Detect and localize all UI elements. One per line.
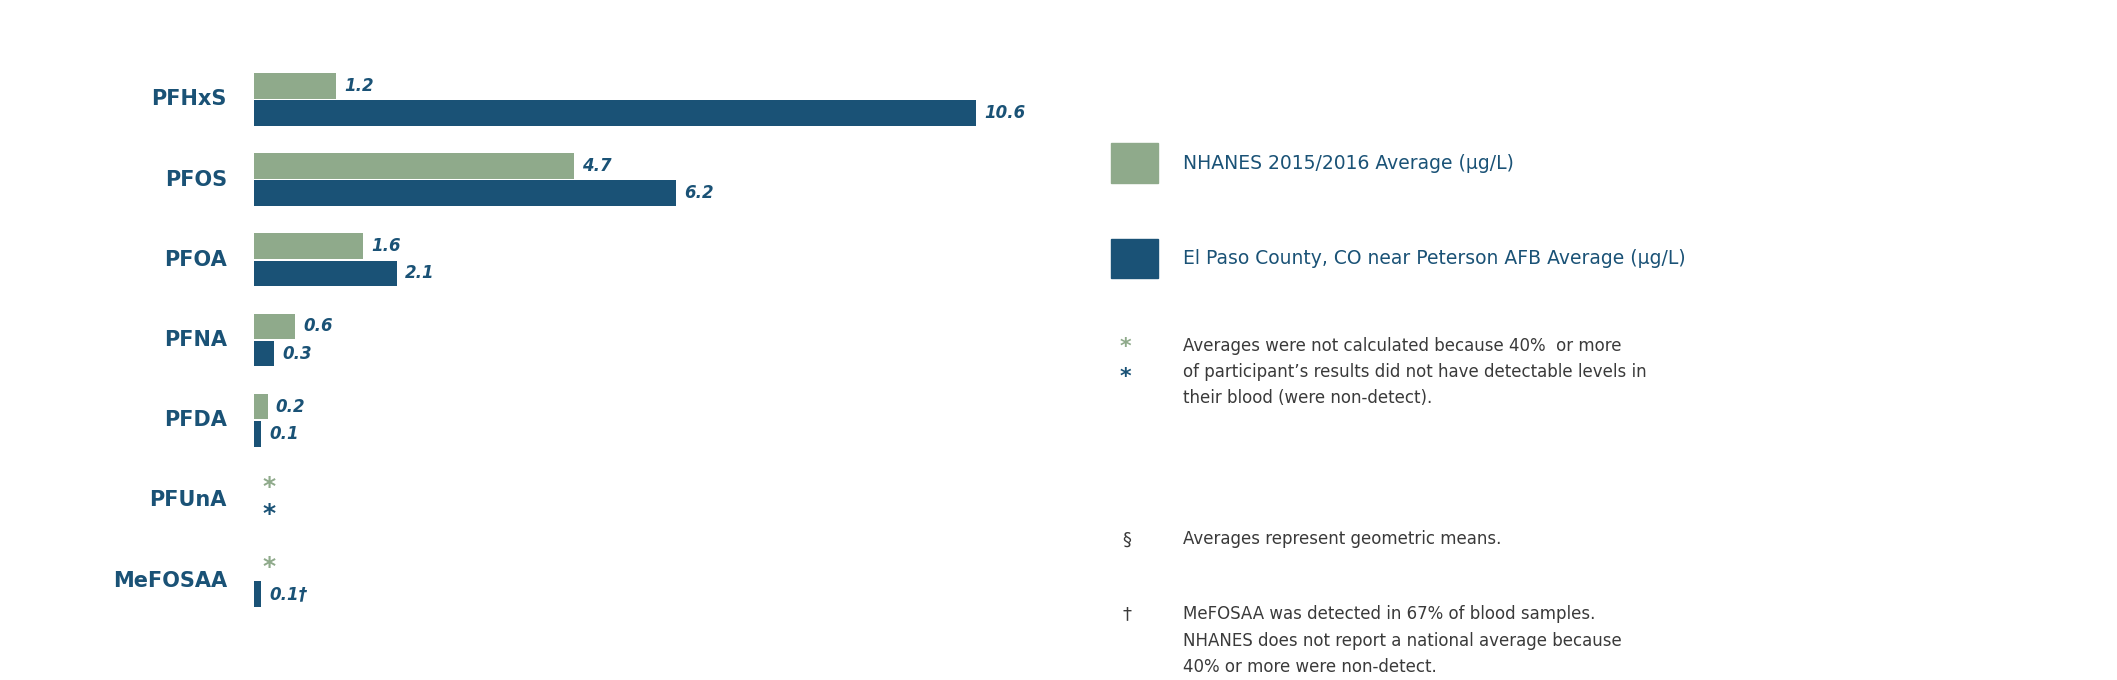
Text: 0.3: 0.3 <box>284 345 313 362</box>
Text: PFHxS: PFHxS <box>152 89 227 109</box>
Text: *: * <box>263 502 275 526</box>
Text: PFNA: PFNA <box>163 330 227 350</box>
Text: 10.6: 10.6 <box>984 104 1025 122</box>
Text: El Paso County, CO near Peterson AFB Average (μg/L): El Paso County, CO near Peterson AFB Ave… <box>1183 249 1685 268</box>
Bar <box>254 421 260 447</box>
Text: 2.1: 2.1 <box>404 265 434 282</box>
Text: †: † <box>1122 605 1130 623</box>
Text: 1.6: 1.6 <box>370 237 400 255</box>
Text: 0.2: 0.2 <box>275 398 305 415</box>
Text: 0.1†: 0.1† <box>269 585 307 603</box>
Text: 0.1: 0.1 <box>269 425 298 443</box>
Bar <box>254 313 294 339</box>
Text: §: § <box>1122 530 1130 548</box>
Text: PFUnA: PFUnA <box>150 490 227 511</box>
Text: MeFOSAA was detected in 67% of blood samples.
NHANES does not report a national : MeFOSAA was detected in 67% of blood sam… <box>1183 605 1622 676</box>
Text: 0.6: 0.6 <box>303 318 332 335</box>
Bar <box>254 260 398 286</box>
Text: PFOA: PFOA <box>163 250 227 270</box>
Text: PFOS: PFOS <box>165 169 227 190</box>
Text: 4.7: 4.7 <box>582 157 612 175</box>
Bar <box>254 153 574 179</box>
Text: Averages were not calculated because 40%  or more
of participant’s results did n: Averages were not calculated because 40%… <box>1183 337 1647 407</box>
Text: *: * <box>263 555 275 579</box>
Text: *: * <box>263 475 275 498</box>
Bar <box>254 180 675 206</box>
Bar <box>254 581 260 607</box>
Bar <box>254 233 362 259</box>
Text: *: * <box>1120 367 1130 387</box>
Text: MeFOSAA: MeFOSAA <box>112 571 227 591</box>
Bar <box>254 73 337 99</box>
Bar <box>254 100 976 126</box>
Text: PFDA: PFDA <box>163 410 227 430</box>
Text: 6.2: 6.2 <box>684 184 713 202</box>
Text: Averages represent geometric means.: Averages represent geometric means. <box>1183 530 1501 548</box>
Bar <box>254 341 275 367</box>
Text: *: * <box>1120 337 1130 356</box>
Text: 1.2: 1.2 <box>343 77 373 95</box>
Bar <box>254 394 267 420</box>
Text: NHANES 2015/2016 Average (μg/L): NHANES 2015/2016 Average (μg/L) <box>1183 154 1514 173</box>
